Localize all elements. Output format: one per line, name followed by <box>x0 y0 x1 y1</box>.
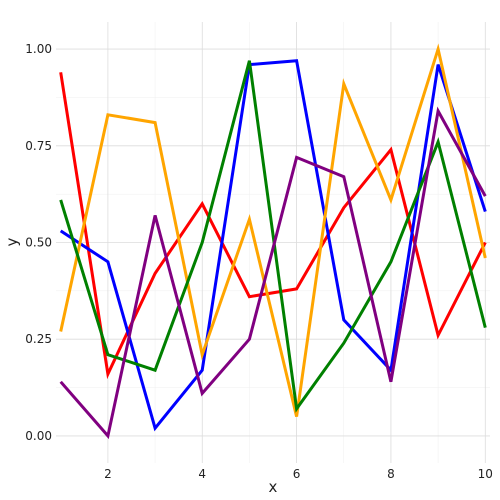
y-tick-label: 0.75 <box>25 139 52 153</box>
x-tick-label: 4 <box>198 467 206 481</box>
series-line-4 <box>59 60 487 413</box>
y-tick-label: 0.50 <box>25 236 52 250</box>
x-axis-title: x <box>269 478 278 496</box>
series-line-3 <box>59 43 487 417</box>
x-axis-ticks: 2 4 6 8 10 <box>104 467 493 481</box>
x-tick-label: 2 <box>104 467 112 481</box>
x-tick-label: 10 <box>478 467 493 481</box>
x-tick-label: 8 <box>387 467 395 481</box>
y-axis-title: y <box>3 237 21 246</box>
y-tick-label: 0.00 <box>25 429 52 443</box>
x-tick-label: 6 <box>293 467 301 481</box>
series-line-2 <box>59 59 487 432</box>
y-axis-ticks: 0.00 0.25 0.50 0.75 1.00 <box>25 42 52 443</box>
series-line-5 <box>59 106 487 440</box>
y-tick-label: 0.25 <box>25 332 52 346</box>
y-tick-label: 1.00 <box>25 42 52 56</box>
series-lines <box>59 43 487 440</box>
